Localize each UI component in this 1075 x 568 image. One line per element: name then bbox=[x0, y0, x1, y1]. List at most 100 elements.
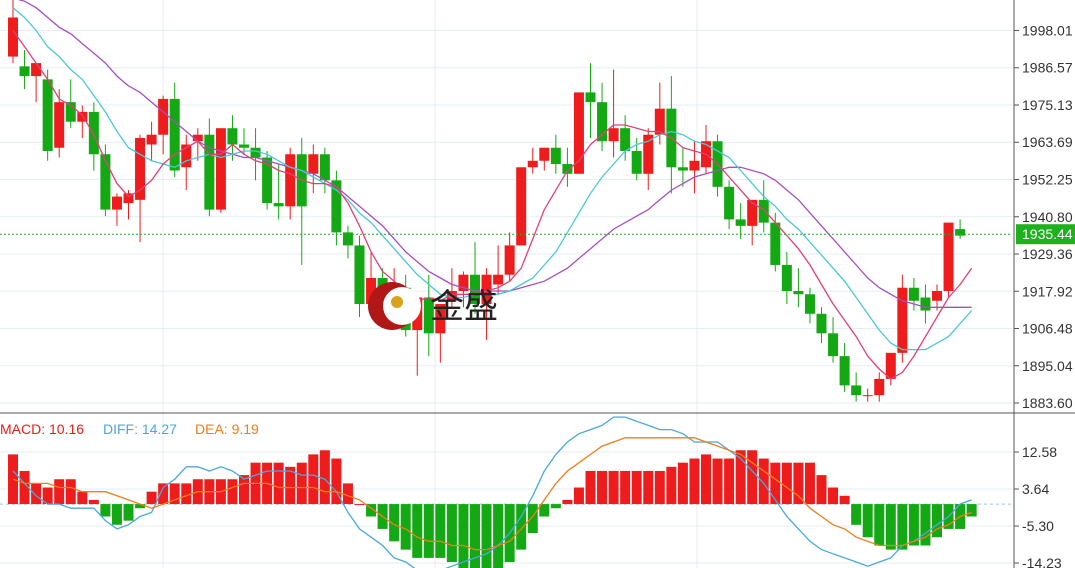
candle-body bbox=[446, 290, 457, 301]
candle-body bbox=[677, 167, 688, 171]
macd-histogram-bar bbox=[19, 470, 30, 505]
candle-body bbox=[262, 157, 273, 204]
candle-body bbox=[908, 287, 919, 301]
macd-histogram-bar bbox=[123, 504, 134, 521]
macd-histogram-bar bbox=[874, 504, 885, 546]
candle-body bbox=[585, 92, 596, 103]
candle-body bbox=[735, 219, 746, 226]
candle-body bbox=[573, 92, 584, 174]
price-tick-label: 1917.92 bbox=[1022, 283, 1073, 299]
macd-histogram-bar bbox=[966, 504, 977, 517]
candle-body bbox=[366, 277, 377, 305]
candle-body bbox=[689, 160, 700, 171]
macd-histogram-bar bbox=[181, 483, 192, 505]
macd-histogram-bar bbox=[88, 499, 99, 505]
macd-histogram-bar bbox=[643, 470, 654, 505]
candle-body bbox=[8, 17, 18, 57]
candle-body bbox=[758, 199, 769, 223]
macd-histogram-bar bbox=[862, 504, 873, 538]
macd-histogram-bar bbox=[273, 462, 284, 505]
macd-histogram-bar bbox=[308, 454, 319, 505]
macd-histogram-bar bbox=[585, 470, 596, 505]
candle-body bbox=[851, 385, 862, 396]
candle-body bbox=[31, 63, 42, 77]
macd-histogram-bar bbox=[631, 470, 642, 505]
macd-histogram-bar bbox=[331, 458, 342, 505]
candle-body bbox=[331, 180, 342, 233]
watermark-logo: 金盛 bbox=[368, 282, 498, 330]
macd-histogram-bar bbox=[885, 504, 896, 550]
candle-body bbox=[65, 102, 76, 122]
candle-body bbox=[215, 128, 226, 210]
candle-body bbox=[42, 79, 53, 151]
price-tick-label: 1929.36 bbox=[1022, 246, 1073, 262]
candle-body bbox=[654, 108, 665, 135]
macd-legend: MACD: 10.16 DIFF: 14.27 DEA: 9.19 bbox=[0, 421, 259, 437]
candle-body bbox=[897, 287, 908, 353]
price-tick-label: 1975.13 bbox=[1022, 97, 1073, 113]
last-price-tag bbox=[1016, 224, 1075, 245]
macd-histogram-bar bbox=[481, 504, 492, 568]
candle-body bbox=[631, 150, 642, 174]
candle-body bbox=[527, 160, 538, 168]
macd-diff-line bbox=[12, 416, 972, 568]
macd-histogram-bar bbox=[539, 504, 550, 517]
macd-histogram-bar bbox=[701, 454, 711, 505]
macd-histogram-bar bbox=[677, 462, 688, 505]
candle-body bbox=[204, 134, 215, 210]
candle-body bbox=[862, 395, 873, 397]
candle-body bbox=[793, 290, 804, 295]
macd-histogram-bar bbox=[608, 470, 619, 505]
candle-body bbox=[169, 98, 180, 171]
macd-histogram-bar bbox=[908, 504, 919, 546]
macd-histogram-bar bbox=[516, 504, 527, 550]
macd-histogram-bar bbox=[54, 479, 65, 505]
macd-histogram-bar bbox=[781, 462, 792, 505]
macd-histogram-bar bbox=[389, 504, 400, 542]
candle-body bbox=[643, 134, 654, 174]
candle-body bbox=[250, 147, 261, 158]
macd-histogram-bar bbox=[920, 504, 931, 546]
macd-tick-label: 3.64 bbox=[1022, 481, 1049, 497]
macd-histogram-bar bbox=[724, 458, 735, 505]
candle-body bbox=[550, 147, 561, 165]
candle-body bbox=[943, 222, 954, 291]
candle-body bbox=[239, 144, 249, 148]
macd-histogram-bar bbox=[712, 458, 723, 505]
candle-body bbox=[747, 199, 758, 226]
candle-body bbox=[342, 232, 353, 246]
macd-histogram-bar bbox=[458, 504, 469, 568]
candle-body bbox=[458, 274, 469, 291]
candle-body bbox=[54, 102, 65, 148]
macd-legend-item: DEA: 9.19 bbox=[195, 421, 259, 437]
macd-tick-label: 12.58 bbox=[1022, 444, 1057, 460]
candle-body bbox=[19, 66, 30, 77]
macd-histogram-bar bbox=[804, 462, 815, 505]
macd-histogram-bar bbox=[239, 475, 249, 505]
macd-histogram-bar bbox=[111, 504, 122, 525]
logo-inner bbox=[383, 287, 421, 325]
macd-histogram-bar bbox=[793, 462, 804, 505]
macd-histogram-bar bbox=[366, 504, 377, 517]
candle-body bbox=[423, 297, 434, 334]
candle-body bbox=[516, 167, 527, 246]
macd-histogram-bar bbox=[470, 504, 480, 568]
macd-histogram-bar bbox=[77, 491, 88, 505]
macd-histogram-bar bbox=[31, 483, 42, 505]
macd-histogram-bar bbox=[527, 504, 538, 534]
macd-histogram-bar bbox=[296, 462, 307, 505]
candle-body bbox=[920, 297, 931, 311]
macd-histogram-bar bbox=[770, 462, 781, 505]
candle-body bbox=[597, 102, 608, 142]
candle-body bbox=[562, 164, 573, 174]
macd-histogram-bar bbox=[423, 504, 434, 558]
macd-histogram-bar bbox=[42, 487, 53, 505]
macd-histogram-bar bbox=[620, 470, 631, 505]
macd-histogram-bar bbox=[735, 450, 746, 505]
price-tick-label: 1963.69 bbox=[1022, 134, 1073, 150]
macd-histogram-bar bbox=[747, 450, 758, 505]
macd-histogram-bar bbox=[319, 450, 330, 505]
candle-body bbox=[111, 196, 122, 210]
candle-body bbox=[770, 222, 781, 265]
